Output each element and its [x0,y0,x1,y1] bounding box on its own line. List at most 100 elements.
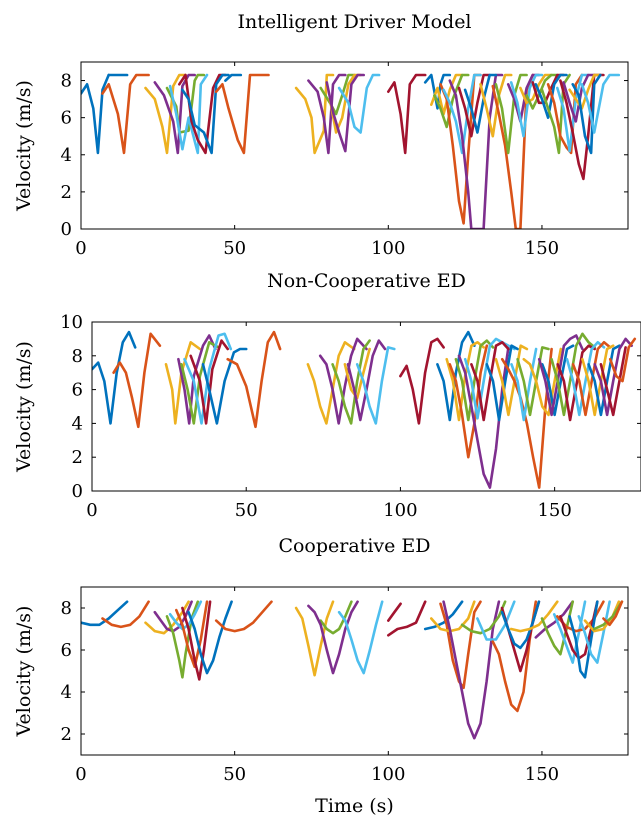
y-tick-label: 6 [61,108,72,129]
series-line-38 [556,73,590,153]
series-group [81,73,621,229]
series-line-3 [164,341,202,425]
series-line-10 [214,73,270,155]
series-line-29 [494,73,528,155]
series-line-2 [112,332,162,429]
series-line-41 [568,73,602,110]
panel-non-cooperative-ed: Non-Cooperative ED 0 50 100 150 0 2 4 6 8 10 Veloci… [13,270,641,521]
series-line-16 [387,602,402,622]
series-line-4 [177,334,217,425]
series-line-31 [537,334,584,417]
series-line-26 [463,73,498,134]
series-line-13 [307,73,347,155]
series-line-19 [430,600,476,633]
series-line-26 [500,347,553,489]
series-line-28 [516,346,550,417]
series-line-23 [442,73,482,155]
series-line-36 [602,600,624,627]
y-tick-label: 4 [61,145,72,166]
panel-cooperative-ed: Cooperative ED 0 50 100 150 2 4 6 8 Velocity (m/s… [13,535,629,817]
series-line-2 [101,600,150,629]
y-axis-label: Velocity (m/s) [13,341,35,473]
series-line-9 [187,600,233,675]
series-line-8 [178,73,227,155]
series-line-11 [318,337,368,425]
x-tick-label: 0 [75,238,86,259]
series-line-34 [531,73,565,105]
plot-frame [80,586,629,756]
series-line-40 [608,337,637,383]
series-line-23 [470,341,510,422]
series-group [92,330,637,489]
x-tick-label: 50 [223,238,246,259]
series-line-1 [81,600,129,627]
series-line-30 [506,73,541,123]
series-line-15 [387,600,427,637]
series-line-27 [534,600,574,639]
series-line-13 [307,600,359,675]
plot-frame [80,61,629,230]
plot-frame [91,321,641,492]
series-line-1 [92,330,137,425]
series-line-9 [226,330,282,429]
series-line-39 [599,346,627,417]
series-line-22 [476,600,516,641]
y-tick-label: 8 [61,71,72,92]
x-tick-label: 150 [537,500,571,521]
x-tick-label: 50 [223,764,246,785]
y-tick-label: 0 [61,219,72,240]
series-line-6 [165,73,206,134]
series-line-43 [580,73,621,134]
series-line-35 [571,341,612,417]
series-line-33 [556,344,596,422]
series-line-6 [183,332,233,425]
series-line-14 [319,73,356,116]
chart-title: Non-Cooperative ED [267,270,466,292]
series-line-17 [337,73,381,134]
series-line-26 [509,600,559,633]
x-tick-label: 50 [235,500,258,521]
series-line-16 [325,73,365,153]
y-tick-label: 6 [61,640,72,661]
series-line-14 [337,600,384,675]
series-group [81,600,624,740]
series-line-12 [319,600,353,635]
series-line-7 [189,339,229,425]
y-tick-label: 2 [61,182,72,203]
x-tick-label: 150 [525,238,559,259]
series-line-1 [81,73,110,155]
series-line-27 [479,73,513,138]
x-tick-label: 0 [75,764,86,785]
series-line-17 [423,600,464,631]
y-axis-label: Velocity (m/s) [13,80,35,212]
x-tick-label: 100 [383,500,417,521]
panel-intelligent-driver-model: Intelligent Driver Model 0 50 100 150 0 2 4 6 8 Ve… [13,11,629,259]
series-line-12 [331,339,371,425]
chart-title: Cooperative ED [278,535,430,557]
series-line-16 [399,337,445,425]
series-line-22 [439,73,482,225]
series-line-37 [546,73,584,155]
series-line-22 [463,337,516,420]
series-line-23 [491,600,538,713]
x-tick-label: 100 [371,238,405,259]
y-tick-label: 4 [72,413,83,434]
series-line-35 [534,73,568,119]
x-tick-label: 0 [86,500,97,521]
series-line-34 [565,341,606,417]
y-tick-label: 8 [61,598,72,619]
series-line-11 [294,600,335,677]
y-tick-label: 2 [61,724,72,745]
series-line-7 [175,600,209,669]
series-line-11 [224,73,243,82]
x-tick-label: 150 [525,764,559,785]
series-line-38 [593,337,633,417]
series-line-18 [387,73,427,155]
y-tick-label: 10 [60,312,83,333]
series-line-29 [522,347,563,417]
series-line-5 [153,73,196,155]
series-line-20 [442,600,501,740]
series-line-33 [525,73,559,110]
series-line-10 [214,600,273,633]
